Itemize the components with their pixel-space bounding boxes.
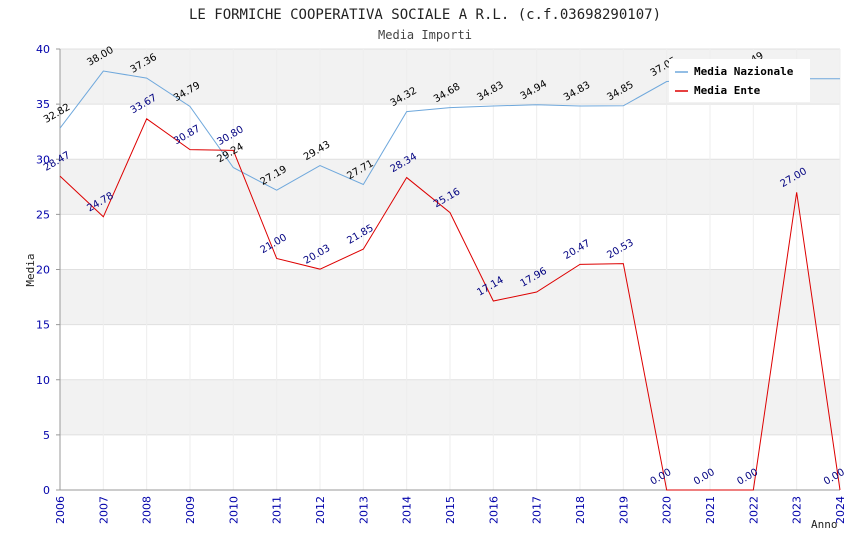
x-tick-label: 2016 xyxy=(487,496,500,524)
x-tick-label: 2015 xyxy=(444,496,457,524)
x-tick-label: 2008 xyxy=(141,496,154,524)
x-tick-label: 2017 xyxy=(531,496,544,524)
x-tick-label: 2018 xyxy=(574,496,587,524)
x-tick-label: 2020 xyxy=(661,496,674,524)
x-tick-label: 2012 xyxy=(314,496,327,524)
x-tick-label: 2024 xyxy=(834,496,847,524)
y-tick-label: 35 xyxy=(36,98,50,111)
x-tick-label: 2009 xyxy=(184,496,197,524)
y-tick-label: 40 xyxy=(36,43,50,56)
y-tick-label: 30 xyxy=(36,153,50,166)
x-tick-label: 2014 xyxy=(401,496,414,524)
x-tick-label: 2007 xyxy=(97,496,110,524)
legend-label: Media Nazionale xyxy=(694,65,794,78)
grid-bands xyxy=(59,48,841,491)
x-axis-label: Anno xyxy=(811,518,838,531)
y-tick-label: 0 xyxy=(43,484,50,497)
x-tick-label: 2021 xyxy=(704,496,717,524)
y-tick-label: 5 xyxy=(43,429,50,442)
x-tick-label: 2006 xyxy=(54,496,67,524)
y-tick-label: 10 xyxy=(36,374,50,387)
y-axis-label: Media xyxy=(24,253,37,286)
y-tick-label: 25 xyxy=(36,208,50,221)
y-tick-label: 20 xyxy=(36,264,50,277)
x-tick-label: 2023 xyxy=(791,496,804,524)
legend-box xyxy=(669,59,810,102)
x-tick-label: 2022 xyxy=(747,496,760,524)
x-tick-label: 2013 xyxy=(357,496,370,524)
x-tick-label: 2011 xyxy=(271,496,284,524)
legend-label: Media Ente xyxy=(694,84,761,97)
x-axis-ticks: 2006 2007 2008 2009 2010 2011 2012 2013 2014 2015… xyxy=(54,496,847,524)
x-tick-label: 2019 xyxy=(617,496,630,524)
chart-title: LE FORMICHE COOPERATIVA SOCIALE A R.L. (… xyxy=(189,7,661,23)
y-tick-label: 15 xyxy=(36,319,50,332)
y-axis-ticks: 0 5 10 15 20 25 30 35 40 xyxy=(36,43,60,497)
legend: Media Nazionale Media Ente xyxy=(669,59,810,102)
series-line-media-ente xyxy=(59,118,841,491)
chart-subtitle: Media Importi xyxy=(378,28,472,42)
x-tick-label: 2010 xyxy=(227,496,240,524)
